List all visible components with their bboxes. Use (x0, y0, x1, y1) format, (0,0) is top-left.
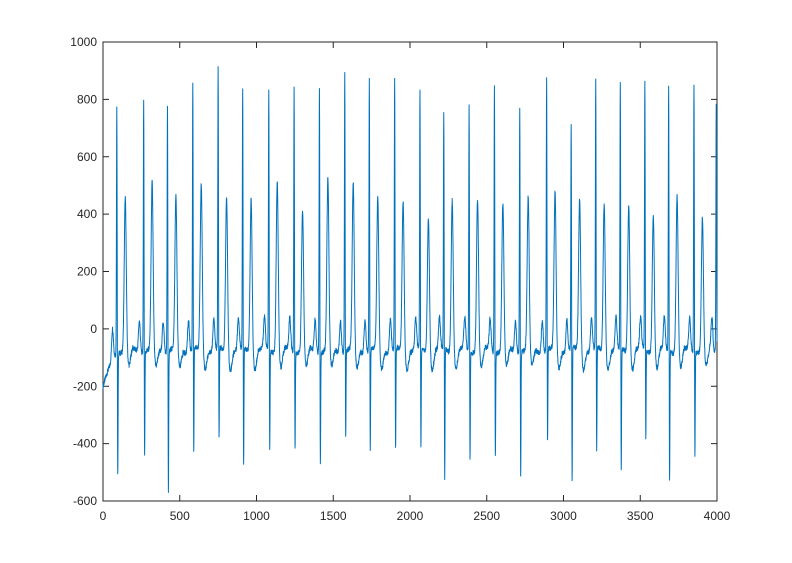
y-tick-label: -600 (73, 494, 97, 508)
signal-line-series (102, 66, 718, 493)
x-tick-label: 1500 (320, 509, 347, 523)
y-tick-label: 0 (90, 322, 97, 336)
x-tick-label: 3000 (550, 509, 577, 523)
y-tick-label: 800 (77, 92, 97, 106)
x-tick-label: 2500 (473, 509, 500, 523)
y-tick-label: 1000 (70, 35, 97, 49)
plot-area (102, 41, 718, 502)
y-tick-label: -400 (73, 437, 97, 451)
y-tick-label: 200 (77, 265, 97, 279)
x-tick-label: 4000 (704, 509, 731, 523)
y-tick-label: 400 (77, 207, 97, 221)
x-tick-label: 500 (170, 509, 190, 523)
x-tick-label: 0 (100, 509, 107, 523)
y-tick-label: -200 (73, 379, 97, 393)
x-tick-label: 1000 (243, 509, 270, 523)
x-tick-label: 3500 (627, 509, 654, 523)
y-tick-label: 600 (77, 150, 97, 164)
x-tick-label: 2000 (397, 509, 424, 523)
